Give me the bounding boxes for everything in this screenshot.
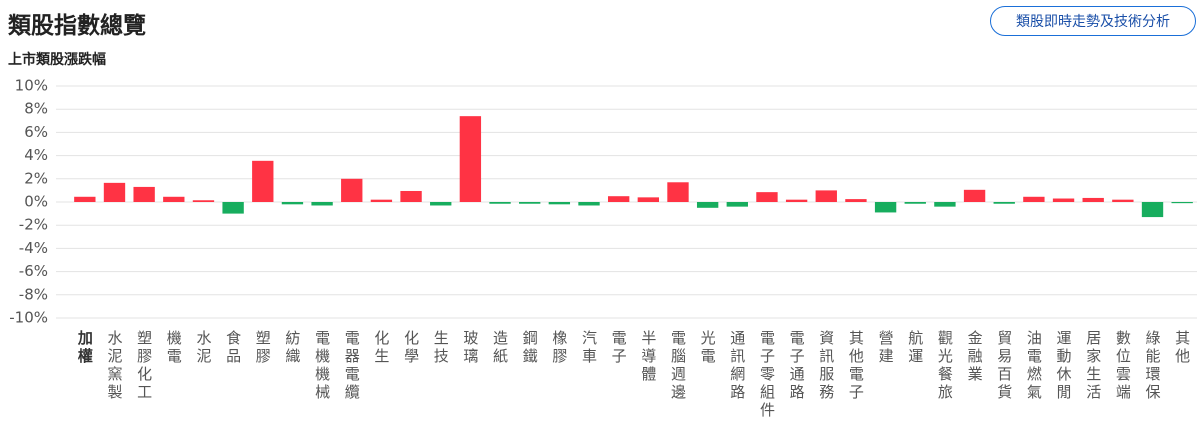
bar — [341, 178, 363, 202]
y-tick-label: -4% — [19, 239, 48, 257]
x-tick-label: 紡織 — [283, 330, 301, 366]
bar — [430, 202, 452, 206]
x-tick-label: 化生 — [372, 330, 390, 366]
bar — [874, 202, 897, 213]
x-tick-label: 電器電纜 — [343, 330, 361, 402]
bar — [252, 160, 274, 202]
x-tick-label: 航運 — [906, 330, 924, 366]
bar — [103, 182, 126, 202]
y-tick-label: -6% — [19, 262, 48, 280]
bar — [489, 202, 511, 204]
bar — [963, 189, 986, 202]
x-tick-label: 其他 — [1173, 330, 1191, 366]
bar — [785, 199, 808, 202]
x-tick-label: 生技 — [432, 330, 450, 366]
y-tick-label: -10% — [9, 309, 48, 327]
x-tick-label: 電機機械 — [313, 330, 331, 402]
x-tick-label: 汽車 — [580, 330, 598, 366]
bar — [578, 202, 600, 206]
bar — [637, 197, 660, 202]
x-tick-label: 塑膠 — [254, 330, 272, 366]
bar — [934, 202, 956, 207]
x-tick-label: 油電燃氣 — [1025, 330, 1043, 402]
y-tick-label: 2% — [24, 169, 48, 187]
bar — [1171, 202, 1193, 204]
x-tick-label: 半導體 — [639, 330, 657, 384]
x-tick-label: 貿易百貨 — [995, 330, 1013, 402]
y-tick-label: 0% — [24, 193, 48, 211]
x-tick-label: 橡膠 — [550, 330, 568, 366]
bar — [904, 202, 926, 204]
x-tick-label: 資訊服務 — [817, 330, 835, 402]
bar — [696, 202, 719, 208]
analysis-button[interactable]: 類股即時走勢及技術分析 — [990, 6, 1196, 36]
bar — [667, 182, 689, 202]
x-tick-label: 營建 — [877, 330, 895, 366]
bar — [133, 186, 155, 202]
bar — [726, 202, 748, 207]
x-tick-label: 居家生活 — [1084, 330, 1102, 402]
x-tick-label: 金融業 — [966, 330, 984, 384]
x-tick-label: 水泥窯製 — [105, 330, 123, 402]
x-tick-label: 電子 — [610, 330, 628, 366]
bar — [607, 196, 630, 202]
x-tick-label: 加權 — [76, 330, 94, 366]
x-tick-label: 化學 — [402, 330, 420, 366]
x-tick-label: 食品 — [224, 330, 242, 366]
x-tick-label: 電子通路 — [788, 330, 806, 402]
y-tick-label: 8% — [24, 100, 48, 118]
x-tick-label: 玻璃 — [461, 330, 479, 366]
bar — [1082, 197, 1104, 202]
bar — [1023, 196, 1045, 202]
y-tick-label: -2% — [19, 216, 48, 234]
y-tick-label: 6% — [24, 123, 48, 141]
x-tick-label: 通訊網路 — [728, 330, 746, 402]
page-title: 類股指數總覽 — [8, 13, 146, 39]
bar — [370, 199, 393, 202]
x-tick-label: 其他電子 — [847, 330, 865, 402]
x-tick-label: 電腦週邊 — [669, 330, 687, 402]
x-tick-label: 運動休閒 — [1055, 330, 1073, 402]
x-tick-label: 觀光餐旅 — [936, 330, 954, 402]
bar — [519, 202, 541, 204]
bar — [400, 190, 422, 202]
bar — [993, 202, 1015, 204]
bar — [459, 116, 482, 202]
y-tick-label: -8% — [19, 285, 48, 303]
bar — [1112, 199, 1134, 202]
bar — [163, 196, 185, 202]
bar — [756, 192, 778, 202]
x-tick-label: 鋼鐵 — [521, 330, 539, 366]
bar — [815, 190, 837, 202]
bar — [311, 202, 333, 206]
bar — [74, 196, 96, 202]
bar — [222, 202, 244, 214]
x-tick-label: 造紙 — [491, 330, 509, 366]
x-tick-label: 數位雲端 — [1114, 330, 1132, 402]
bar — [845, 199, 867, 202]
y-tick-label: 4% — [24, 146, 48, 164]
y-tick-label: 10% — [15, 77, 48, 95]
x-tick-label: 綠能環保 — [1144, 330, 1162, 402]
bar — [1052, 198, 1075, 202]
x-tick-label: 水泥 — [194, 330, 212, 366]
x-tick-label: 塑膠化工 — [135, 330, 153, 402]
x-tick-label: 光電 — [699, 330, 717, 366]
x-tick-label: 電子零組件 — [758, 330, 776, 420]
bar — [548, 202, 571, 205]
bar — [192, 200, 215, 202]
chart-subtitle: 上市類股漲跌幅 — [8, 52, 106, 68]
x-tick-label: 機電 — [165, 330, 183, 366]
bar — [281, 202, 304, 205]
bar — [1141, 202, 1164, 218]
